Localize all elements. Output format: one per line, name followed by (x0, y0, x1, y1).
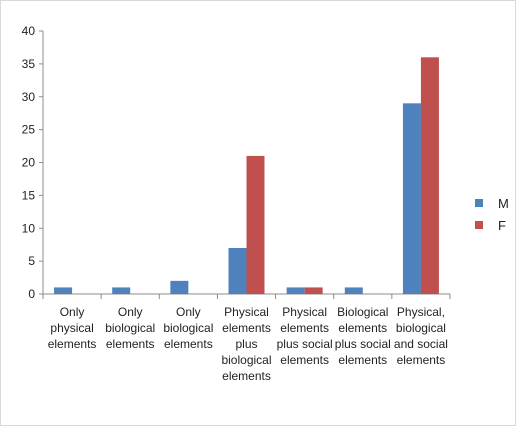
x-category-label-line: biological (163, 321, 213, 335)
x-category-label: Only biological elements (163, 305, 213, 351)
x-category-label-line: plus (235, 337, 257, 351)
y-axis-tick-labels: 0 5 10 15 20 25 30 35 40 (22, 24, 36, 301)
x-category-label-line: elements (397, 353, 446, 367)
x-category-label-line: Physical, (397, 305, 445, 319)
y-tick-label: 5 (28, 254, 35, 268)
x-category-label: Biological elements plus social elements (335, 305, 391, 367)
x-category-label-line: biological (221, 353, 271, 367)
legend-swatch-m (475, 199, 483, 207)
x-category-label-line: elements (106, 337, 155, 351)
bar-m-1 (54, 287, 73, 294)
x-category-label-line: Biological (337, 305, 388, 319)
x-category-label: Physical elements plus biological elements (221, 305, 271, 383)
x-category-label-line: biological (105, 321, 155, 335)
y-tick-label: 10 (22, 221, 36, 235)
chart-legend: MF (475, 196, 509, 233)
y-tick-label: 20 (22, 156, 36, 170)
x-category-label-line: elements (164, 337, 213, 351)
x-category-label: Physical, biological and social elements (394, 305, 448, 367)
y-tick-label: 15 (22, 188, 36, 202)
x-category-label-line: plus social (277, 337, 333, 351)
bar-f-5 (304, 287, 323, 294)
x-category-label: Physical elements plus social elements (277, 305, 333, 367)
y-tick-label: 25 (22, 123, 36, 137)
x-category-label-line: Physical (282, 305, 327, 319)
x-category-label: Only physical elements (48, 305, 97, 351)
x-category-label-line: biological (396, 321, 446, 335)
y-tick-label: 35 (22, 57, 36, 71)
y-tick-label: 30 (22, 90, 36, 104)
x-category-label-line: Only (118, 305, 143, 319)
x-category-label-line: physical (50, 321, 93, 335)
bar-m-4 (228, 247, 247, 294)
x-category-label-line: Physical (224, 305, 269, 319)
legend-label-f: F (498, 218, 506, 233)
x-category-label-line: Only (176, 305, 201, 319)
x-category-label-line: elements (222, 369, 271, 383)
chart-bars (54, 57, 439, 294)
bar-m-3 (170, 280, 189, 294)
x-category-label-line: elements (222, 321, 271, 335)
x-axis-category-labels: Only physical elements Only biological elemen… (48, 305, 448, 383)
y-tick-label: 0 (28, 287, 35, 301)
x-category-label-line: elements (338, 321, 387, 335)
bar-f-4 (246, 155, 265, 294)
bar-m-7 (402, 103, 421, 294)
bar-m-6 (344, 287, 363, 294)
legend-swatch-f (475, 221, 483, 229)
bar-m-5 (286, 287, 305, 294)
x-category-label-line: elements (338, 353, 387, 367)
x-category-label-line: elements (48, 337, 97, 351)
bar-f-7 (420, 57, 439, 294)
legend-label-m: M (498, 196, 509, 211)
x-category-label: Only biological elements (105, 305, 155, 351)
x-category-label-line: elements (280, 353, 329, 367)
bar-m-2 (112, 287, 131, 294)
x-category-label-line: plus social (335, 337, 391, 351)
x-category-label-line: Only (60, 305, 85, 319)
x-category-label-line: and social (394, 337, 448, 351)
chart-axes (39, 30, 451, 299)
y-tick-label: 40 (22, 24, 36, 38)
x-category-label-line: elements (280, 321, 329, 335)
